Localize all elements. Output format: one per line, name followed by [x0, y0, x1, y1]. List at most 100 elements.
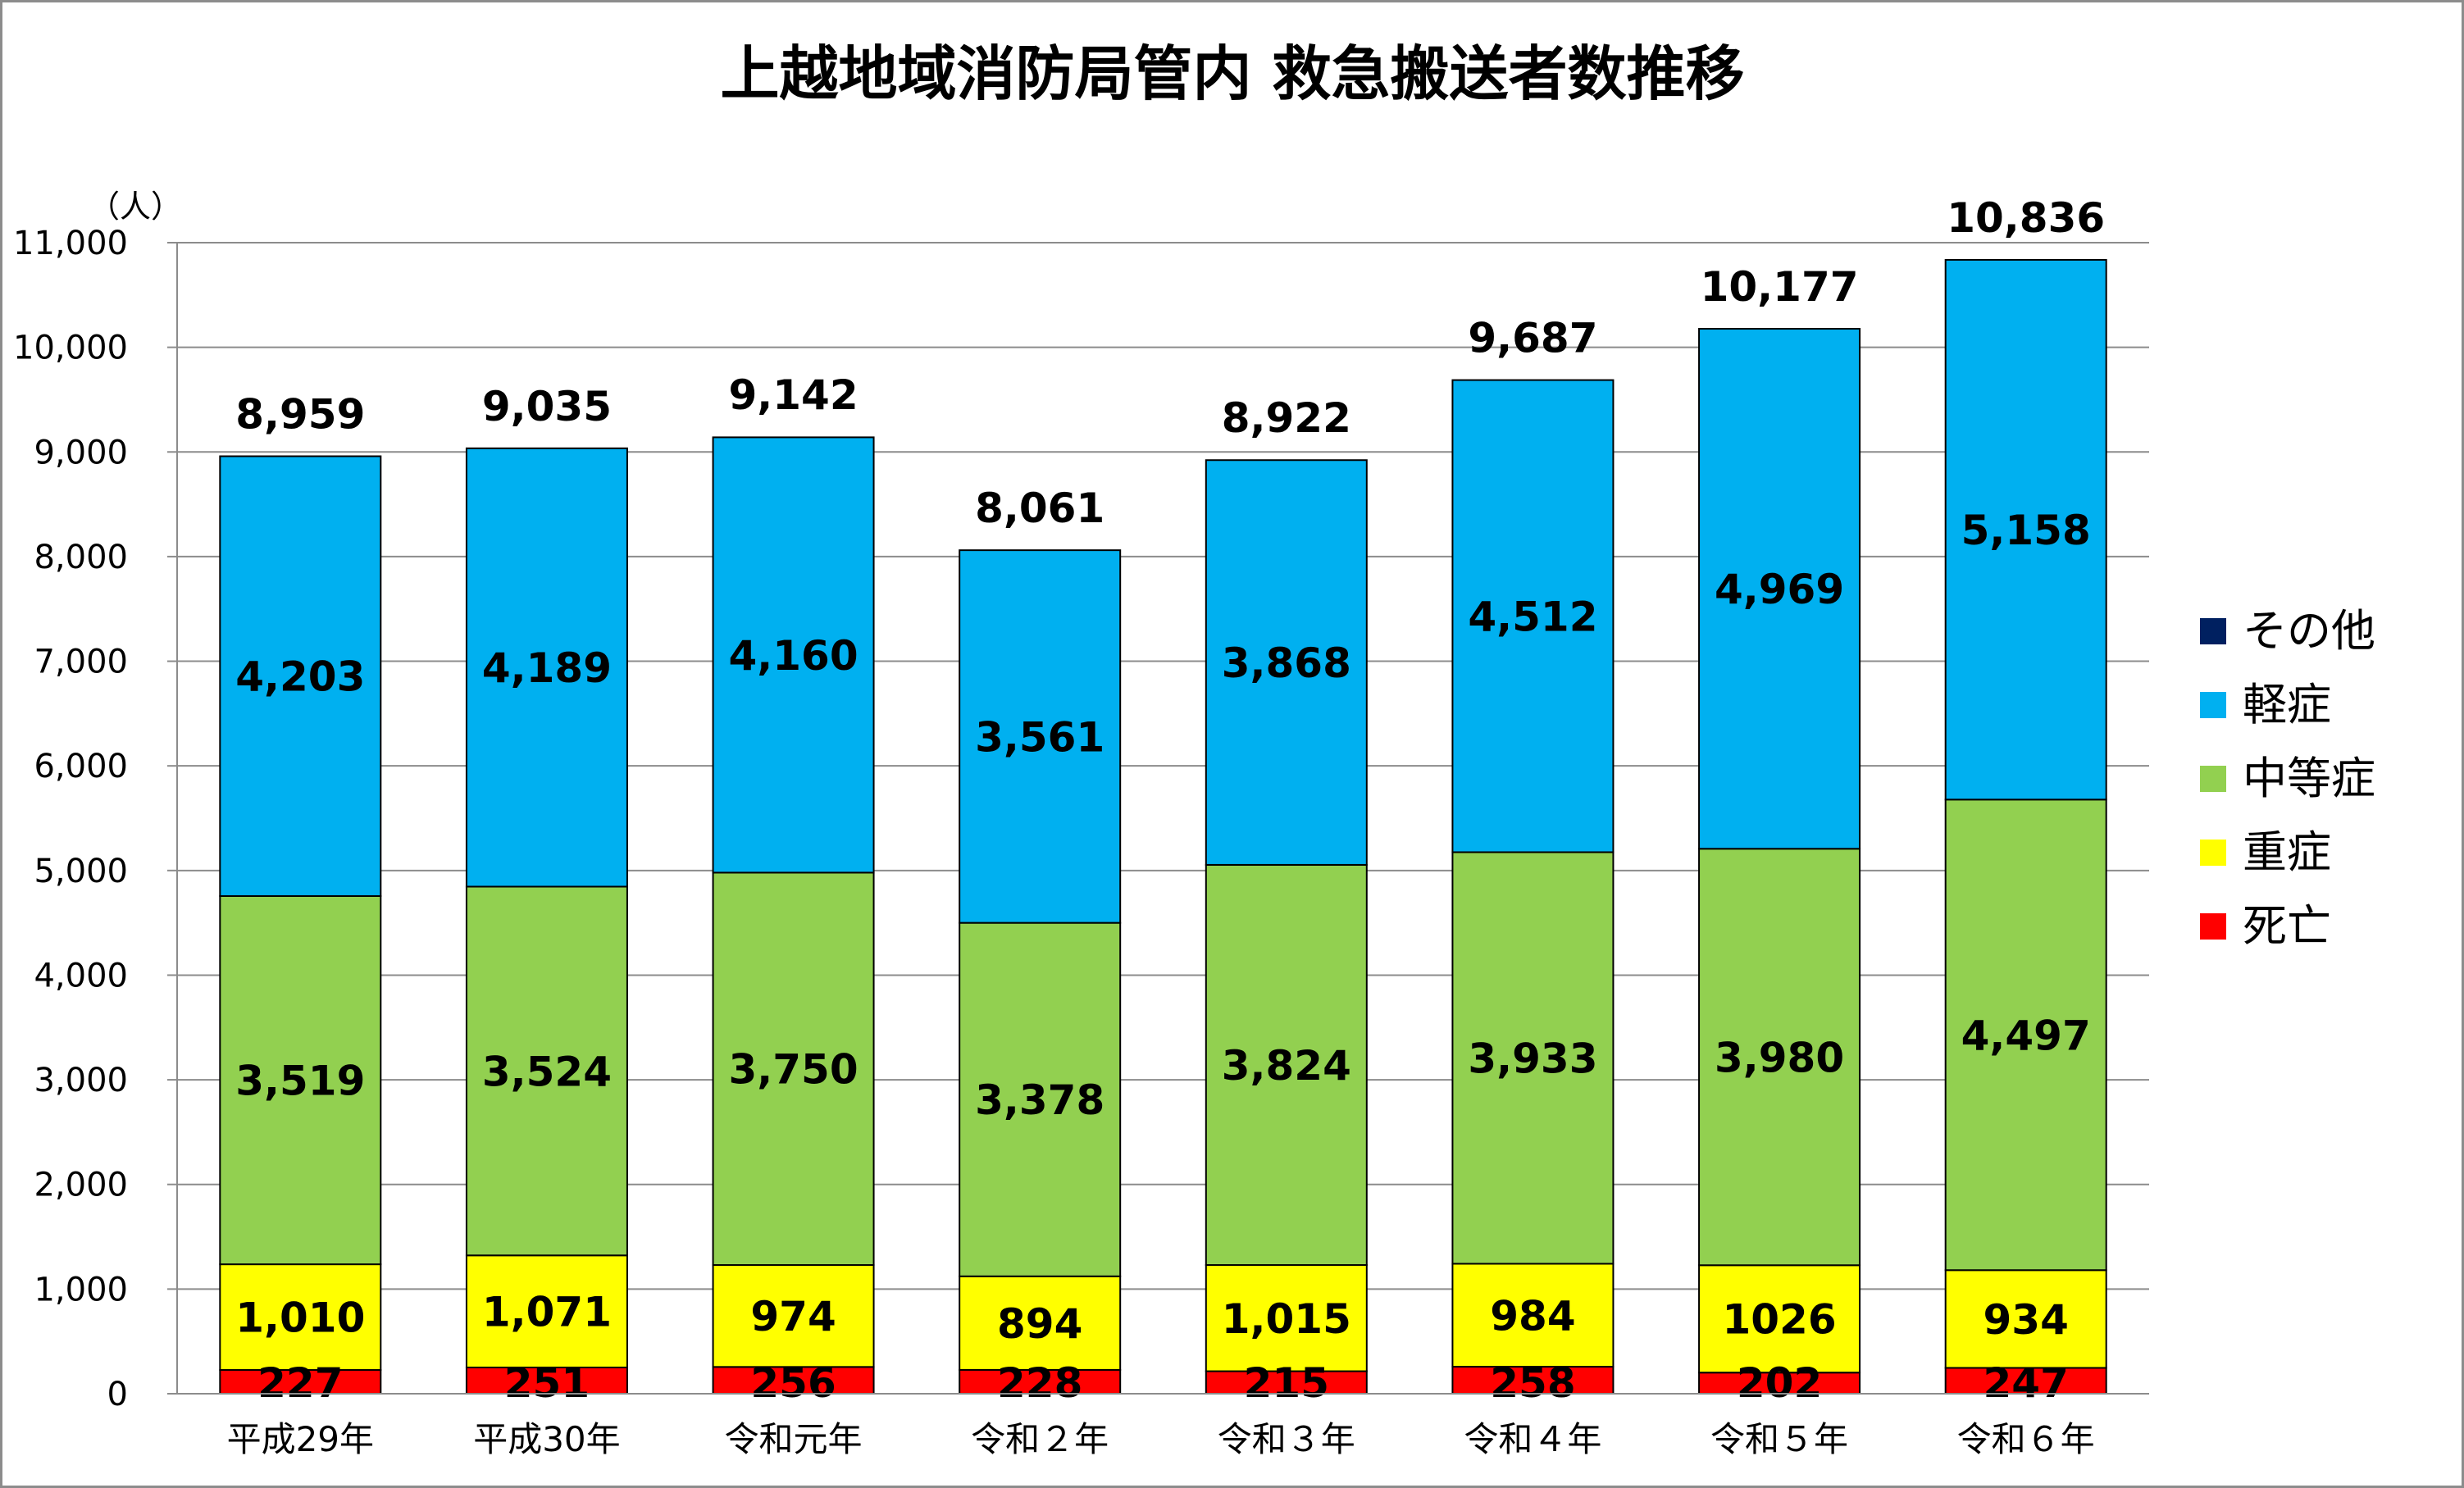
data-label: 1,010 — [235, 1295, 365, 1342]
data-label: 3,750 — [728, 1046, 858, 1094]
x-tick-label: 平成30年 — [473, 1419, 620, 1459]
y-tick-label: 10,000 — [13, 330, 128, 367]
data-label: 4,160 — [728, 632, 858, 680]
data-label: 3,824 — [1222, 1042, 1351, 1090]
y-tick-label: 5,000 — [34, 853, 128, 890]
bar-segment — [1451, 1263, 1615, 1368]
data-label: 974 — [750, 1293, 836, 1340]
total-label: 8,959 — [235, 391, 365, 439]
axes: 0 1,000 2,000 3,000 4,000 5,000 6,000 7,000 8,00… — [13, 225, 2149, 1459]
y-tick-label: 9,000 — [34, 434, 128, 471]
chart-title: 上越地域消防局管内 救急搬送者数推移 — [720, 39, 1744, 108]
legend-label: 重症 — [2243, 826, 2331, 878]
legend-label: 軽症 — [2243, 679, 2331, 730]
data-label: 256 — [750, 1359, 836, 1407]
data-label: 1,071 — [482, 1289, 612, 1336]
data-label: 258 — [1490, 1359, 1575, 1407]
y-tick-label: 1,000 — [34, 1271, 128, 1308]
total-label: 10,836 — [1947, 194, 2105, 242]
data-label: 1026 — [1722, 1296, 1836, 1344]
bar-segment — [1205, 459, 1368, 866]
y-tick-label: 6,000 — [34, 748, 128, 785]
legend-label: 死亡 — [2243, 900, 2331, 952]
legend-swatch — [2200, 840, 2226, 866]
data-label: 215 — [1244, 1359, 1329, 1407]
y-tick-label: 2,000 — [34, 1167, 128, 1204]
bar-segment — [1944, 799, 2107, 1272]
data-label: 251 — [504, 1359, 590, 1407]
y-tick-label: 4,000 — [34, 957, 128, 994]
total-label: 9,142 — [728, 371, 858, 419]
bar-segment — [219, 894, 382, 1266]
x-tick-label: 平成29年 — [227, 1419, 374, 1459]
data-label: 3,561 — [975, 713, 1104, 761]
data-label: 4,189 — [482, 644, 612, 692]
data-label: 227 — [257, 1359, 343, 1407]
bar-segment — [1205, 1264, 1368, 1372]
data-label: 3,519 — [235, 1058, 365, 1105]
total-label: 9,687 — [1468, 315, 1597, 362]
total-label: 8,922 — [1222, 394, 1351, 442]
data-label: 3,933 — [1468, 1035, 1597, 1082]
data-label: 3,378 — [975, 1076, 1104, 1124]
y-axis-unit-label: （人） — [89, 189, 182, 225]
x-tick-label: 令和６年 — [1957, 1419, 2095, 1459]
data-label: 4,203 — [235, 653, 365, 701]
bar-segment — [1944, 258, 2107, 801]
data-label: 984 — [1490, 1292, 1575, 1340]
y-tick-label: 11,000 — [13, 225, 128, 262]
bar-segment — [959, 549, 1122, 924]
data-label: 247 — [1983, 1359, 2069, 1407]
bar-segment — [712, 436, 875, 874]
y-tick-label: 3,000 — [34, 1062, 128, 1099]
data-label: 3,524 — [482, 1048, 612, 1095]
data-label: 4,497 — [1961, 1012, 2091, 1059]
y-tick-label: 8,000 — [34, 539, 128, 576]
legend-swatch — [2200, 692, 2226, 718]
bar-segment — [1698, 848, 1861, 1267]
bar-segment — [1944, 1367, 2107, 1395]
data-label: 1,015 — [1222, 1295, 1351, 1343]
y-tick-label: 7,000 — [34, 644, 128, 681]
data-label: 228 — [997, 1359, 1082, 1407]
bar-segment — [1944, 1269, 2107, 1369]
x-tick-label: 令和２年 — [971, 1419, 1109, 1459]
total-label: 9,035 — [482, 383, 612, 430]
bar-segment — [219, 455, 382, 897]
bar-segment — [219, 1263, 382, 1372]
data-label: 894 — [997, 1300, 1082, 1348]
bar-segment — [959, 921, 1122, 1277]
data-label: 202 — [1737, 1359, 1822, 1407]
legend-swatch — [2200, 618, 2226, 644]
total-label: 10,177 — [1701, 263, 1859, 311]
legend-swatch — [2200, 913, 2226, 940]
data-label: 934 — [1983, 1296, 2069, 1344]
x-tick-label: 令和３年 — [1218, 1419, 1355, 1459]
bars — [219, 258, 2107, 1395]
data-label: 5,158 — [1961, 507, 2091, 554]
data-label: 4,969 — [1715, 566, 1844, 613]
bar-segment — [1698, 328, 1861, 850]
y-tick-label: 0 — [107, 1376, 128, 1413]
bar-segment — [465, 447, 628, 888]
legend-label: 中等症 — [2243, 753, 2375, 804]
bar-segment — [1451, 379, 1615, 853]
bar-segment — [465, 885, 628, 1257]
bar-segment — [465, 1366, 628, 1395]
bar-segment — [959, 1368, 1122, 1395]
bar-segment — [1451, 851, 1615, 1265]
legend-swatch — [2200, 766, 2226, 792]
bar-segment — [712, 1264, 875, 1368]
x-tick-label: 令和５年 — [1710, 1419, 1848, 1459]
legend-label: その他 — [2243, 605, 2375, 657]
data-label: 3,868 — [1222, 639, 1351, 687]
data-labels: 227 1,010 3,519 4,203 8,959 251 1,071 3,524 4,18… — [235, 194, 2105, 1407]
data-label: 4,512 — [1468, 594, 1597, 641]
total-label: 8,061 — [975, 485, 1104, 532]
data-label: 3,980 — [1715, 1034, 1844, 1081]
bar-segment — [1205, 863, 1368, 1267]
bar-segment — [712, 871, 875, 1267]
